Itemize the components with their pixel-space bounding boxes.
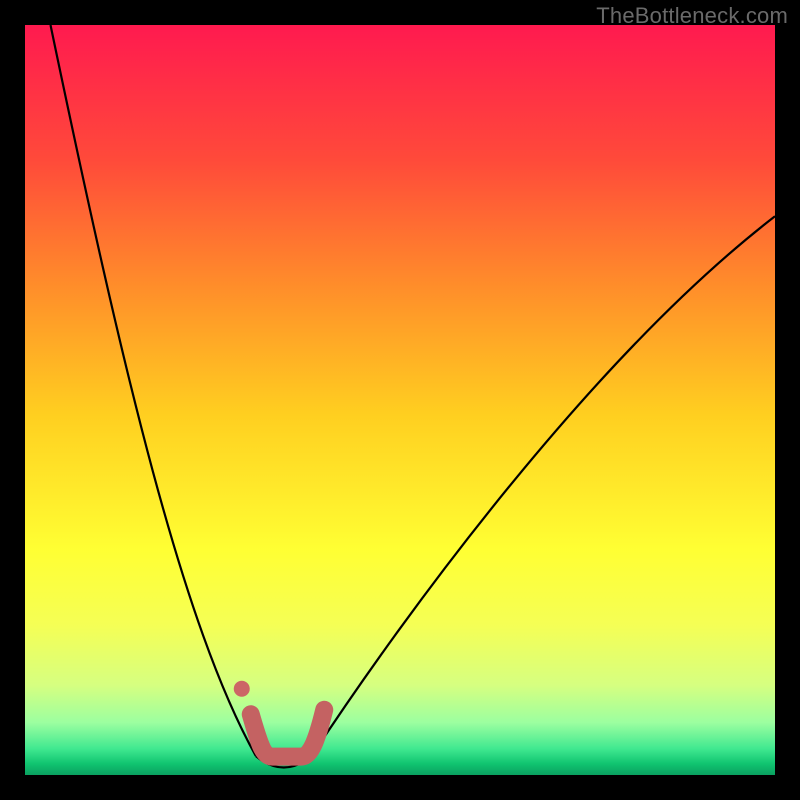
optimum-marker-dot (234, 681, 250, 697)
watermark-text: TheBottleneck.com (596, 3, 788, 29)
bottleneck-curve (25, 25, 775, 775)
curve-left-branch (51, 25, 257, 756)
chart-frame (25, 25, 775, 775)
curve-right-branch (312, 216, 776, 756)
optimum-highlight-band (251, 710, 325, 757)
